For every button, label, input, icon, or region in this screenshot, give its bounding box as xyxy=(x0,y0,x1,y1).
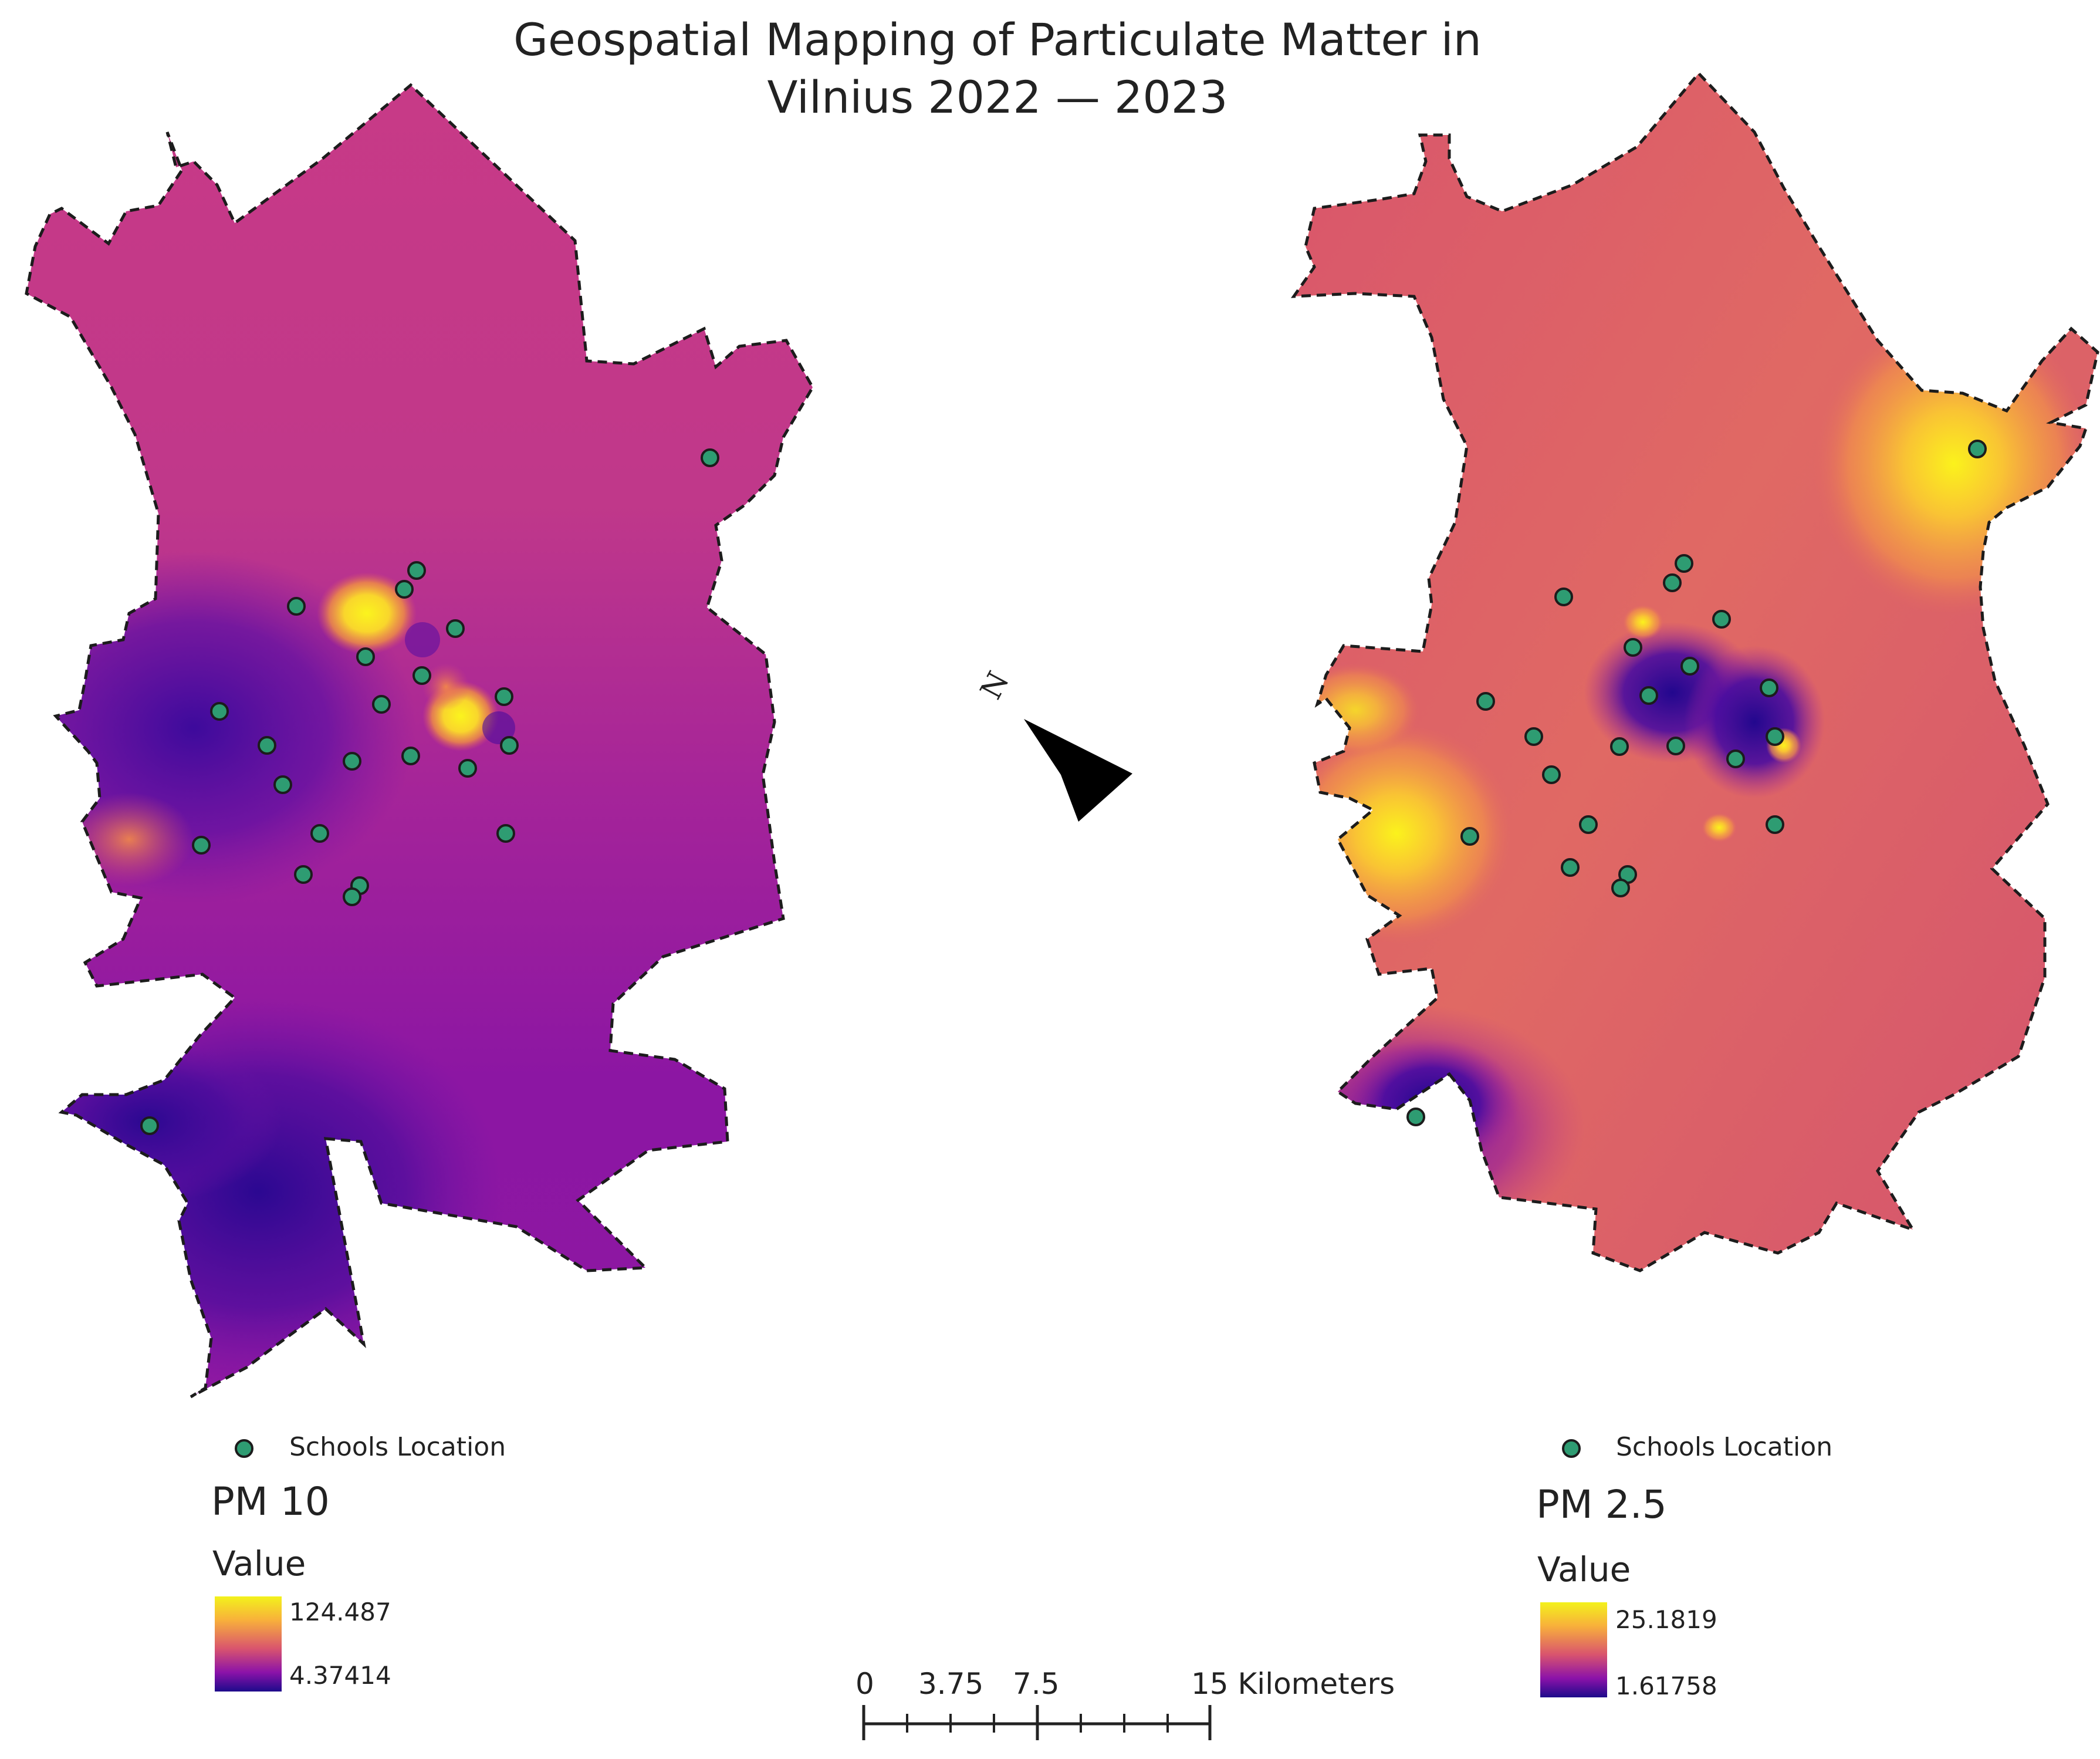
school-point xyxy=(1611,879,1630,897)
school-point xyxy=(1760,678,1778,697)
map-title-line-2: Vilnius 2022 — 2023 xyxy=(767,71,1228,123)
school-point-legend-icon xyxy=(1562,1439,1581,1458)
school-point xyxy=(210,702,229,721)
school-point xyxy=(1561,858,1580,877)
school-point xyxy=(273,775,292,794)
school-point xyxy=(1663,573,1682,592)
school-point xyxy=(192,836,211,855)
pm10-map xyxy=(25,83,814,1399)
school-point xyxy=(412,666,431,685)
school-point xyxy=(395,580,414,599)
pm10-city-boundary xyxy=(25,83,814,1399)
pm25-legend-max: 25.1819 xyxy=(1615,1605,1717,1634)
school-point xyxy=(1639,686,1658,705)
pm25-legend-min: 1.61758 xyxy=(1615,1672,1717,1700)
map-title-line-1: Geospatial Mapping of Particulate Matter… xyxy=(513,13,1482,66)
pm10-legend-title: PM 10 xyxy=(211,1479,330,1524)
school-point xyxy=(372,695,391,714)
scale-label-0: 0 xyxy=(855,1667,874,1701)
scale-bar xyxy=(862,1705,1212,1740)
north-arrow-icon xyxy=(1024,719,1132,822)
pm25-surface xyxy=(1294,73,2098,1271)
school-point xyxy=(1554,588,1573,606)
school-point xyxy=(356,647,375,666)
pm25-legend-points-label: Schools Location xyxy=(1616,1432,1833,1462)
school-point xyxy=(1726,749,1745,768)
north-arrow: N xyxy=(973,666,1132,822)
school-point xyxy=(495,687,513,706)
school-point xyxy=(446,619,465,638)
school-point xyxy=(401,747,420,765)
pm10-legend-value-heading: Value xyxy=(212,1544,306,1584)
school-point xyxy=(1712,610,1731,629)
pm10-legend-points-label: Schools Location xyxy=(289,1432,506,1462)
pm10-surface xyxy=(26,85,813,1397)
school-point xyxy=(1476,692,1495,711)
school-point xyxy=(1610,737,1629,756)
school-point xyxy=(407,561,426,580)
school-point xyxy=(310,824,329,843)
school-point xyxy=(1666,737,1685,755)
school-point xyxy=(294,865,313,884)
school-point xyxy=(1579,815,1598,834)
school-point xyxy=(701,448,719,467)
scale-label-7-5: 7.5 xyxy=(1013,1667,1060,1701)
pm10-legend-min: 4.37414 xyxy=(289,1661,391,1690)
school-point xyxy=(1766,815,1784,834)
north-arrow-label: N xyxy=(973,666,1016,705)
school-point-legend-icon xyxy=(235,1439,253,1458)
pm25-legend-value-heading: Value xyxy=(1537,1549,1631,1589)
pm25-color-ramp xyxy=(1540,1602,1607,1697)
school-point xyxy=(258,736,276,755)
school-point xyxy=(343,887,361,906)
school-point xyxy=(1624,638,1642,657)
school-point xyxy=(458,759,477,778)
school-point xyxy=(1406,1108,1425,1126)
school-point xyxy=(500,736,519,755)
school-point xyxy=(1766,727,1784,746)
school-point xyxy=(343,752,361,771)
school-point xyxy=(140,1116,159,1135)
school-point xyxy=(1460,827,1479,846)
school-point xyxy=(496,824,515,843)
school-point xyxy=(1968,440,1987,458)
pm10-color-ramp xyxy=(215,1596,282,1692)
school-point xyxy=(1542,765,1561,784)
pm25-legend-title: PM 2.5 xyxy=(1536,1482,1667,1527)
school-point xyxy=(1675,554,1693,573)
scale-label-3-75: 3.75 xyxy=(918,1667,984,1701)
pm10-legend-max: 124.487 xyxy=(289,1598,391,1626)
scale-label-15-kilometers: 15 Kilometers xyxy=(1191,1667,1395,1701)
school-point xyxy=(1680,657,1699,676)
school-point xyxy=(1524,727,1543,746)
pm25-map xyxy=(1291,71,2099,1272)
school-point xyxy=(287,597,306,616)
